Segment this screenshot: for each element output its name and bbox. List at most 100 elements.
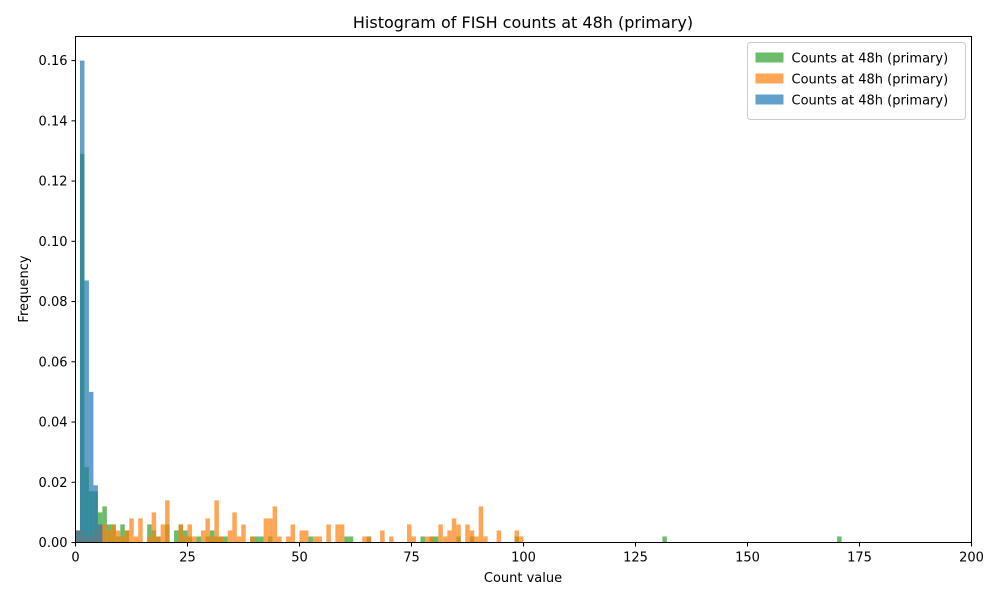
legend-label: Counts at 48h (primary) — [792, 94, 949, 109]
histogram-bar — [178, 524, 184, 543]
histogram-bar — [438, 524, 443, 543]
histogram-bar — [837, 536, 842, 543]
series-1-bars — [75, 500, 524, 543]
y-tick-label: 0.06 — [39, 355, 68, 370]
y-axis-label: Frequency — [17, 255, 32, 322]
x-tick-label: 100 — [511, 551, 536, 566]
series-2-bars — [75, 60, 103, 543]
histogram-bar — [286, 536, 291, 543]
histogram-bar — [478, 506, 484, 543]
histogram-bar — [151, 512, 157, 543]
y-tick-label: 0.10 — [39, 235, 68, 250]
histogram-bar — [223, 536, 228, 543]
histogram-bar — [407, 524, 412, 543]
y-tick-label: 0.02 — [39, 476, 68, 491]
histogram-bar — [483, 536, 488, 543]
histogram-bar — [232, 512, 237, 543]
histogram-bar — [84, 280, 89, 543]
histogram-bar — [474, 536, 479, 543]
histogram-bar — [308, 536, 313, 543]
histogram-bar — [214, 500, 219, 543]
histogram-bar — [362, 536, 367, 543]
histogram-bar — [303, 530, 309, 543]
histogram-bar — [326, 524, 331, 543]
histogram-bar — [496, 530, 502, 543]
histogram-bar — [317, 536, 322, 543]
histogram-bar — [160, 524, 166, 543]
legend: Counts at 48h (primary) Counts at 48h (pr… — [747, 42, 966, 120]
legend-label: Counts at 48h (primary) — [792, 52, 949, 67]
histogram-bar — [156, 536, 161, 543]
histogram-bar — [299, 530, 304, 543]
histogram-bar — [250, 536, 255, 543]
histogram-bar — [191, 536, 197, 543]
histogram-bar — [124, 530, 130, 543]
histogram-bar — [519, 536, 524, 543]
histogram-bar — [183, 536, 188, 543]
series-0-bars — [75, 153, 842, 543]
histogram-bar — [88, 391, 94, 543]
bars-layer — [75, 60, 842, 543]
histogram-bar — [227, 530, 233, 543]
x-tick-label: 200 — [959, 551, 984, 566]
histogram-bar — [147, 524, 152, 543]
histogram-bar — [129, 518, 134, 543]
x-tick-label: 75 — [403, 551, 420, 566]
x-tick-label: 150 — [735, 551, 760, 566]
x-tick-label: 175 — [847, 551, 872, 566]
legend-swatch — [755, 73, 784, 84]
histogram-bar — [429, 536, 434, 543]
histogram-bar — [236, 536, 242, 543]
x-tick-label: 125 — [623, 551, 648, 566]
histogram-bar — [465, 524, 470, 543]
histogram-bar — [263, 518, 269, 543]
histogram-bar — [424, 536, 430, 543]
y-tick-label: 0.14 — [39, 114, 68, 129]
histogram-bar — [209, 536, 215, 543]
y-tick-label: 0.12 — [39, 175, 68, 190]
histogram-bar — [196, 536, 201, 543]
histogram-bar — [272, 506, 278, 543]
y-tick-label: 0.16 — [39, 54, 68, 69]
histogram-bar — [97, 524, 103, 543]
histogram-bar — [447, 530, 452, 543]
histogram-bar — [344, 536, 349, 543]
histogram-bar — [411, 536, 416, 543]
histogram-bar — [115, 530, 121, 543]
histogram-bar — [290, 524, 296, 543]
histogram-bar — [339, 524, 345, 543]
histogram-bar — [241, 524, 246, 543]
histogram-bar — [205, 518, 210, 543]
histogram-bar — [93, 485, 98, 543]
legend-box — [747, 42, 966, 120]
histogram-bar — [79, 60, 85, 543]
x-tick-label: 25 — [179, 551, 196, 566]
y-tick-label: 0.08 — [39, 295, 68, 310]
histogram-bar — [200, 530, 206, 543]
histogram-bar — [380, 530, 385, 543]
histogram-bar — [348, 536, 354, 543]
histogram-bar — [662, 536, 667, 543]
y-tick-label: 0.04 — [39, 416, 68, 431]
legend-label: Counts at 48h (primary) — [792, 73, 949, 88]
histogram-bar — [277, 536, 282, 543]
histogram-bar — [514, 530, 520, 543]
histogram-bar — [187, 524, 192, 543]
x-axis: 0 25 50 75 100 125 150 175 200 — [71, 542, 984, 566]
histogram-bar — [433, 536, 439, 543]
histogram-bar — [254, 536, 260, 543]
histogram-bar — [389, 536, 394, 543]
histogram-bar — [218, 536, 224, 543]
histogram-bar — [75, 530, 80, 543]
histogram-bar — [420, 536, 425, 543]
histogram-bar — [451, 518, 457, 543]
histogram-bar — [102, 524, 107, 543]
histogram-bar — [138, 518, 143, 543]
x-axis-label: Count value — [484, 571, 562, 586]
histogram-bar — [268, 518, 273, 543]
histogram-bar — [147, 536, 152, 543]
histogram-bar — [133, 536, 139, 543]
legend-swatch — [755, 52, 784, 63]
y-tick-label: 0.00 — [39, 536, 68, 551]
